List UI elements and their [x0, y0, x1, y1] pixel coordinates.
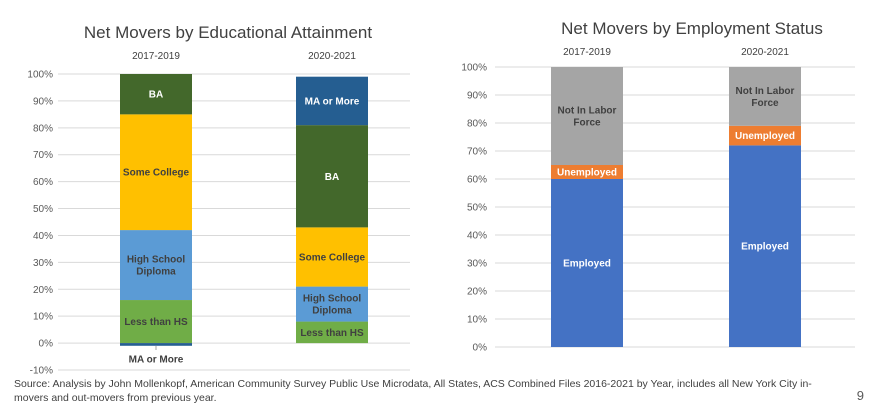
- y-tick-label: 20%: [33, 285, 53, 296]
- y-tick-label: 70%: [33, 150, 53, 161]
- data-label: Employed: [563, 259, 611, 270]
- data-label: Less than HS: [124, 317, 188, 328]
- bar-unemployed-2017-2019: [551, 165, 623, 179]
- y-tick-label: 10%: [33, 312, 53, 323]
- bar-ma-or-more-2017-2019: [120, 343, 192, 346]
- page-number: 9: [856, 388, 864, 403]
- data-label: BA: [149, 90, 163, 101]
- bar-less-than-hs-2017-2019: [120, 300, 192, 344]
- data-label: Employed: [741, 242, 789, 253]
- data-label: Not In Labor Force: [558, 106, 617, 129]
- y-tick-label: 20%: [467, 287, 487, 298]
- y-tick-label: 80%: [33, 123, 53, 134]
- data-label: MA or More: [305, 96, 360, 107]
- data-label: Not In Labor Force: [736, 86, 795, 109]
- y-tick-label: 50%: [467, 203, 487, 214]
- bar-ba-2020-2021: [296, 125, 368, 228]
- source-note: Source: Analysis by John Mollenkopf, Ame…: [14, 378, 812, 404]
- bar-ma-or-more-2020-2021: [296, 76, 368, 126]
- y-tick-label: 40%: [33, 231, 53, 242]
- y-tick-label: 90%: [33, 96, 53, 107]
- y-tick-label: -10%: [30, 366, 53, 377]
- y-tick-label: 0%: [39, 339, 54, 350]
- bar-some-college-2020-2021: [296, 227, 368, 287]
- data-label: High School Diploma: [127, 255, 186, 278]
- y-tick-label: 80%: [467, 119, 487, 130]
- bar-some-college-2017-2019: [120, 114, 192, 231]
- data-label: Less than HS: [300, 328, 364, 339]
- y-tick-label: 50%: [33, 204, 53, 215]
- chart-title: Net Movers by Educational Attainment: [84, 23, 372, 42]
- bar-less-than-hs-2020-2021: [296, 321, 368, 344]
- data-label: Unemployed: [557, 168, 617, 179]
- data-label: Some College: [299, 252, 366, 263]
- bar-employed-2017-2019: [551, 179, 623, 347]
- category-label: 2017-2019: [132, 51, 180, 62]
- data-label: High School Diploma: [303, 294, 362, 317]
- y-tick-label: 30%: [33, 258, 53, 269]
- bar-not-in-labor-force-2020-2021: [729, 67, 801, 126]
- y-tick-label: 100%: [461, 63, 487, 74]
- data-label: Unemployed: [735, 131, 795, 142]
- y-tick-label: 10%: [467, 315, 487, 326]
- category-label: 2017-2019: [563, 47, 611, 58]
- y-tick-label: 100%: [27, 70, 53, 81]
- bar-unemployed-2020-2021: [729, 125, 801, 146]
- bar-high-school-diploma-2020-2021: [296, 286, 368, 322]
- y-tick-label: 60%: [467, 175, 487, 186]
- chart-title: Net Movers by Employment Status: [561, 19, 823, 38]
- chart-1: Net Movers by Educational Attainment -10%…: [27, 23, 410, 377]
- bar-not-in-labor-force-2017-2019: [551, 67, 623, 165]
- bar-employed-2020-2021: [729, 145, 801, 347]
- data-label: MA or More: [129, 355, 184, 366]
- bar-ba-2017-2019: [120, 74, 192, 115]
- category-label: 2020-2021: [741, 47, 789, 58]
- y-tick-label: 60%: [33, 177, 53, 188]
- y-tick-label: 30%: [467, 259, 487, 270]
- data-label: BA: [325, 172, 339, 183]
- y-tick-label: 90%: [467, 91, 487, 102]
- y-tick-label: 0%: [473, 343, 488, 354]
- y-tick-label: 70%: [467, 147, 487, 158]
- data-label: Some College: [123, 168, 190, 179]
- bar-high-school-diploma-2017-2019: [120, 230, 192, 301]
- y-tick-label: 40%: [467, 231, 487, 242]
- category-label: 2020-2021: [308, 51, 356, 62]
- chart-2: Net Movers by Employment Status 0% 10% 20% 3…: [461, 19, 855, 354]
